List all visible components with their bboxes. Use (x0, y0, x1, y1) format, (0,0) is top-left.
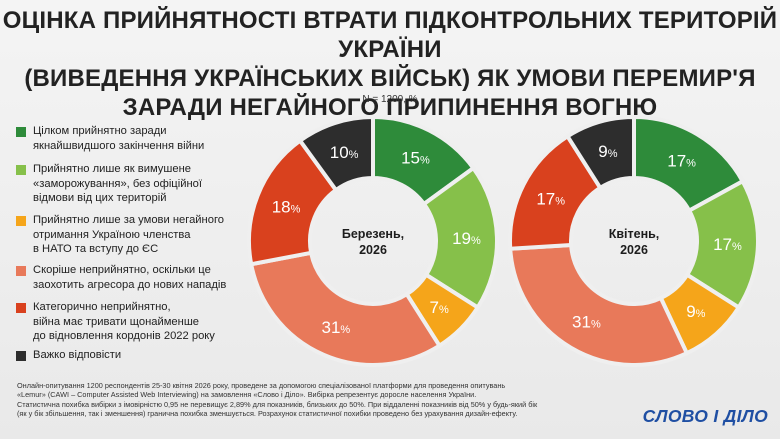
publisher-logo: СЛОВО І ДІЛО (642, 406, 768, 426)
legend-swatch (16, 351, 26, 361)
slice-value-label: 17% (536, 190, 565, 209)
slice-value-label: 7% (429, 298, 448, 317)
footnote-line: Статистична похибка вибірки з імовірніст… (17, 399, 538, 409)
slice-value-label: 31% (322, 318, 351, 337)
legend-label: Цілком прийнятно заради якнайшвидшого за… (33, 124, 238, 153)
slice-value-label: 31% (572, 312, 601, 331)
legend-line: Цілком прийнятно заради (33, 125, 167, 137)
legend-swatch (16, 266, 26, 276)
legend-label: Скоріше неприйнятно, оскільки це заохоти… (33, 263, 238, 292)
sample-size-note: N = 1200, % (362, 94, 418, 105)
methodology-footnote: Онлайн-опитування 1200 респондентів 25-3… (17, 381, 577, 419)
legend-line: Скоріше неприйнятно, оскільки це (33, 264, 211, 276)
legend-line: «заморожування», без офіційної (33, 177, 202, 190)
donut-slice (565, 115, 636, 190)
legend-swatch (16, 303, 26, 313)
donut-slice (298, 115, 375, 193)
legend-line: до відновлення кордонів 2022 року (33, 330, 215, 342)
footnote-line: Онлайн-опитування 1200 респондентів 25-3… (17, 381, 506, 390)
slice-value-label: 17% (667, 152, 696, 171)
legend-line: заохотить агресора до нових нападів (33, 278, 227, 291)
donut-slice (249, 250, 442, 367)
legend-line: війна має тривати щонайменше (33, 315, 200, 328)
slice-value-label: 10% (330, 143, 359, 162)
legend-line: Важко відповісти (33, 349, 122, 361)
legend-line: в НАТО та вступу до ЄС (33, 243, 159, 255)
donut-slice (508, 242, 689, 367)
legend-label: Прийнятно лише як вимушене «заморожуванн… (33, 162, 238, 206)
legend-swatch (16, 216, 26, 226)
legend-label: Важко відповісти (33, 348, 238, 363)
donut-chart-2: 17% 17% 9% 31% 17% 9% Квітень, 2026 (508, 115, 760, 367)
title-line-2: (ВИВЕДЕННЯ УКРАЇНСЬКИХ ВІЙСЬК) ЯК УМОВИ … (24, 65, 756, 92)
slice-value-label: 19% (452, 229, 481, 248)
slice-value-label: 15% (401, 149, 430, 168)
donut-center-label: 2026 (359, 243, 387, 257)
footnote-line: «Lemur» (CAWI – Computer Assisted Web In… (17, 390, 477, 400)
slice-value-label: 18% (272, 198, 301, 217)
slice-value-label: 9% (686, 302, 705, 321)
title-line-1: ОЦІНКА ПРИЙНЯТНОСТІ ВТРАТИ ПІДКОНТРОЛЬНИ… (2, 7, 778, 63)
legend-line: отримання Україною членства (33, 228, 191, 241)
donut-center-label: 2026 (620, 243, 648, 257)
legend-swatch (16, 127, 26, 137)
legend-line: Категорично неприйнятно, (33, 301, 171, 313)
donut-chart-1: 15% 19% 7% 31% 18% 10% Березень, 2026 (247, 115, 499, 367)
legend-label: Прийнятно лише за умови негайного отрима… (33, 213, 238, 257)
chart-title: ОЦІНКА ПРИЙНЯТНОСТІ ВТРАТИ ПІДКОНТРОЛЬНИ… (0, 6, 780, 122)
footnote-line: (як у бік збільшення, так і зменшення) г… (17, 409, 518, 419)
legend-line: Прийнятно лише як вимушене (33, 163, 191, 175)
legend-swatch (16, 165, 26, 175)
legend-line: відмови від цих територій (33, 192, 167, 204)
slice-value-label: 17% (713, 235, 742, 254)
legend-line: Прийнятно лише за умови негайного (33, 214, 225, 226)
slice-value-label: 9% (598, 142, 617, 161)
donut-center-label: Квітень, (609, 227, 660, 241)
legend-label: Категорично неприйнятно, війна має трива… (33, 300, 238, 344)
donut-center-label: Березень, (342, 227, 404, 241)
legend-line: якнайшвидшого закінчення війни (33, 139, 205, 152)
donut-slice (247, 138, 338, 267)
